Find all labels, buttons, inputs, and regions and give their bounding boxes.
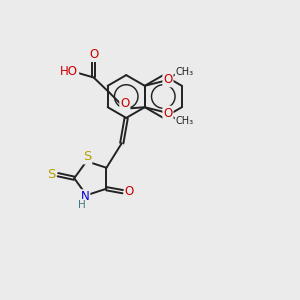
Text: O: O <box>120 97 130 110</box>
Text: O: O <box>90 48 99 61</box>
Text: S: S <box>47 168 56 181</box>
Text: O: O <box>125 185 134 198</box>
Text: O: O <box>163 74 172 86</box>
Text: CH₃: CH₃ <box>176 67 194 76</box>
Text: CH₃: CH₃ <box>176 116 194 127</box>
Text: N: N <box>81 190 89 203</box>
Text: HO: HO <box>60 65 78 78</box>
Text: H: H <box>78 200 86 210</box>
Text: O: O <box>163 106 172 120</box>
Text: S: S <box>83 150 91 163</box>
